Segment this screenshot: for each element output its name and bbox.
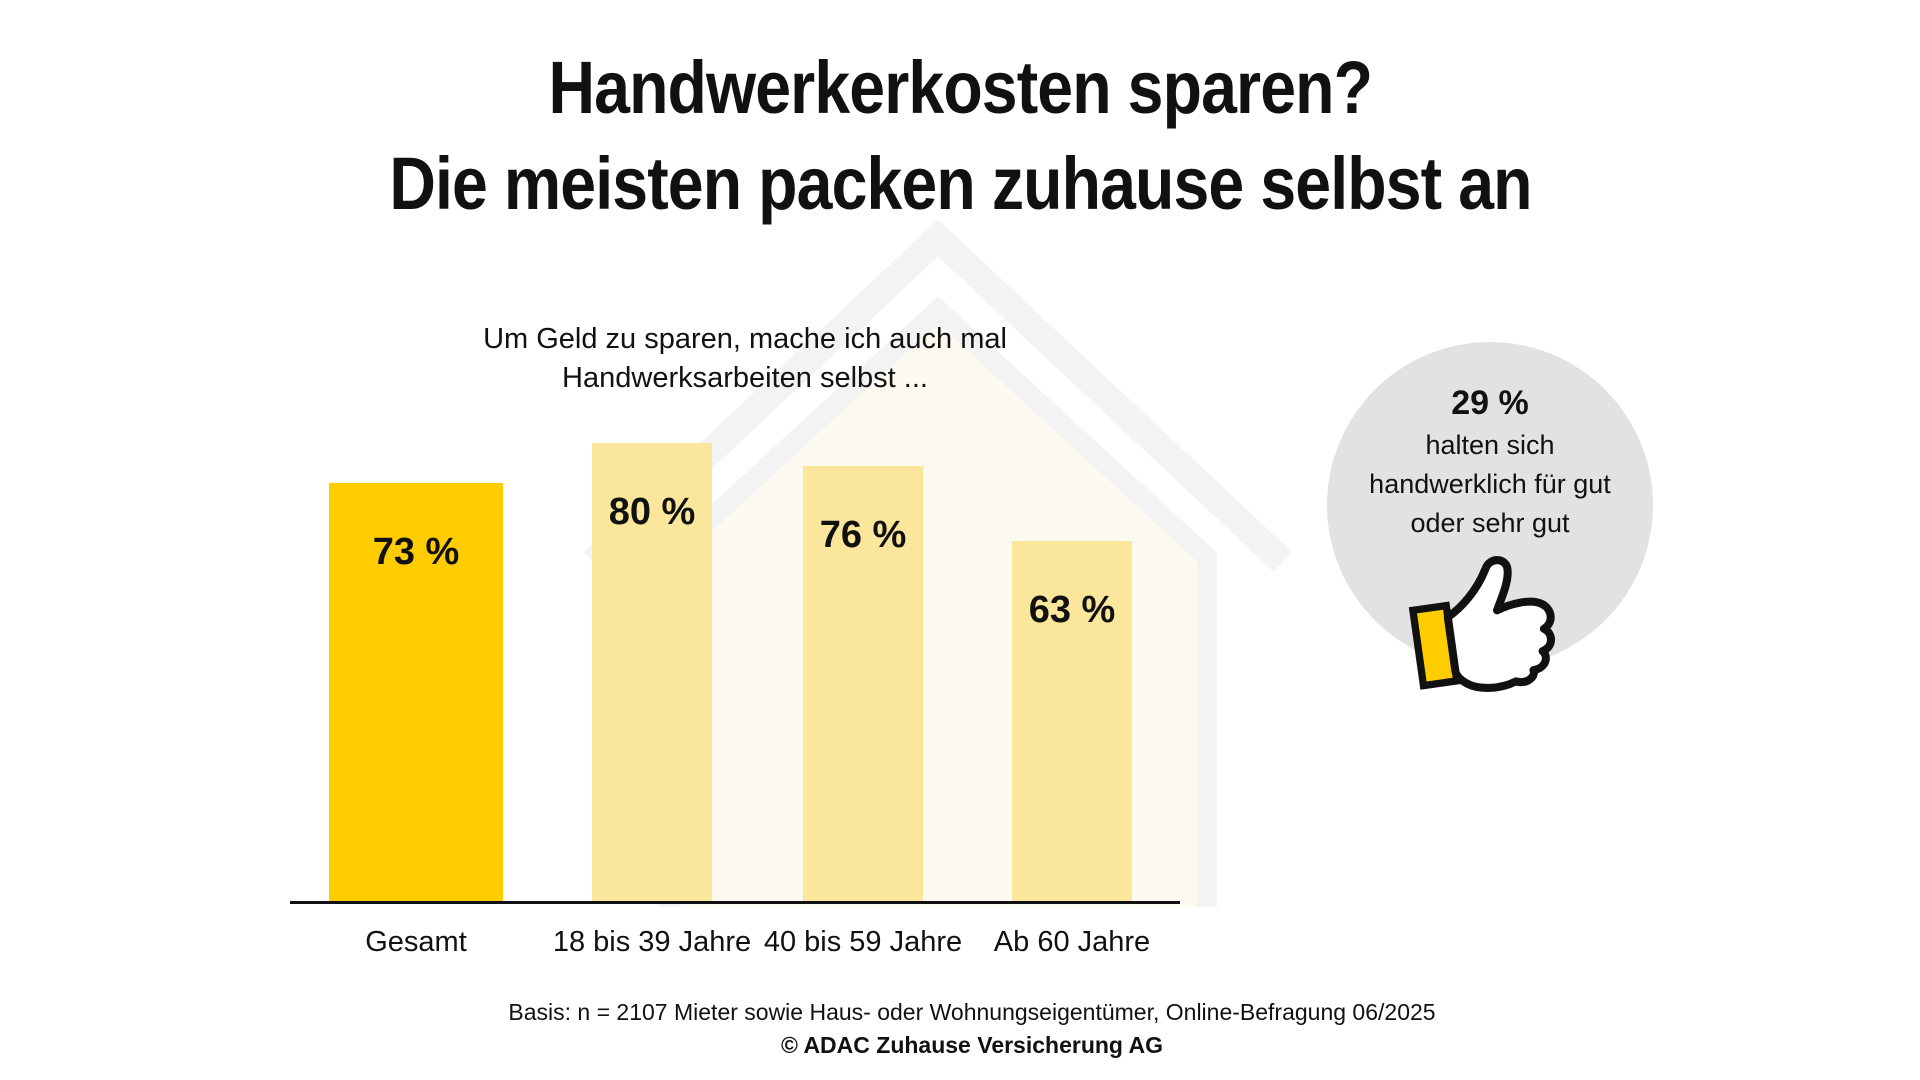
highlight-text-line3: oder sehr gut <box>1410 508 1570 538</box>
footer-basis: Basis: n = 2107 Mieter sowie Haus- oder … <box>508 999 1436 1025</box>
footer: Basis: n = 2107 Mieter sowie Haus- oder … <box>12 998 1920 1059</box>
x-axis-label: Gesamt <box>365 926 467 958</box>
chart-question-line2: Handwerksarbeiten selbst ... <box>562 362 928 394</box>
footer-copyright: © ADAC Zuhause Versicherung AG <box>780 1032 1164 1058</box>
bar <box>592 443 712 903</box>
page-title: Handwerkerkosten sparen? Die meisten pac… <box>0 40 1920 232</box>
x-axis-label: Ab 60 Jahre <box>993 926 1151 958</box>
highlight-text-line1: halten sich <box>1425 430 1555 460</box>
highlight-circle: 29 % halten sich handwerklich für gut od… <box>1327 342 1653 668</box>
highlight-value: 29 % <box>1451 384 1529 422</box>
page-title-line2: Die meisten packen zuhause selbst an <box>388 142 1532 225</box>
bar <box>1012 541 1132 903</box>
x-axis-line <box>290 901 1180 904</box>
x-axis-label: 40 bis 59 Jahre <box>763 926 963 958</box>
chart-question: Um Geld zu sparen, mache ich auch mal Ha… <box>345 320 1145 398</box>
bar <box>803 466 923 903</box>
bar-value-label: 80 % <box>608 491 696 533</box>
highlight-text-line2: handwerklich für gut <box>1369 469 1611 499</box>
thumb-hand <box>1443 556 1556 692</box>
bar-value-label: 76 % <box>819 514 907 556</box>
bar <box>329 483 503 903</box>
x-axis-label: 18 bis 39 Jahre <box>552 926 752 958</box>
thumbs-up-icon <box>1408 556 1556 692</box>
bar-value-label: 63 % <box>1028 589 1116 631</box>
bar-value-label: 73 % <box>372 531 460 573</box>
chart-question-line1: Um Geld zu sparen, mache ich auch mal <box>483 323 1007 355</box>
page-title-line1: Handwerkerkosten sparen? <box>548 46 1372 129</box>
